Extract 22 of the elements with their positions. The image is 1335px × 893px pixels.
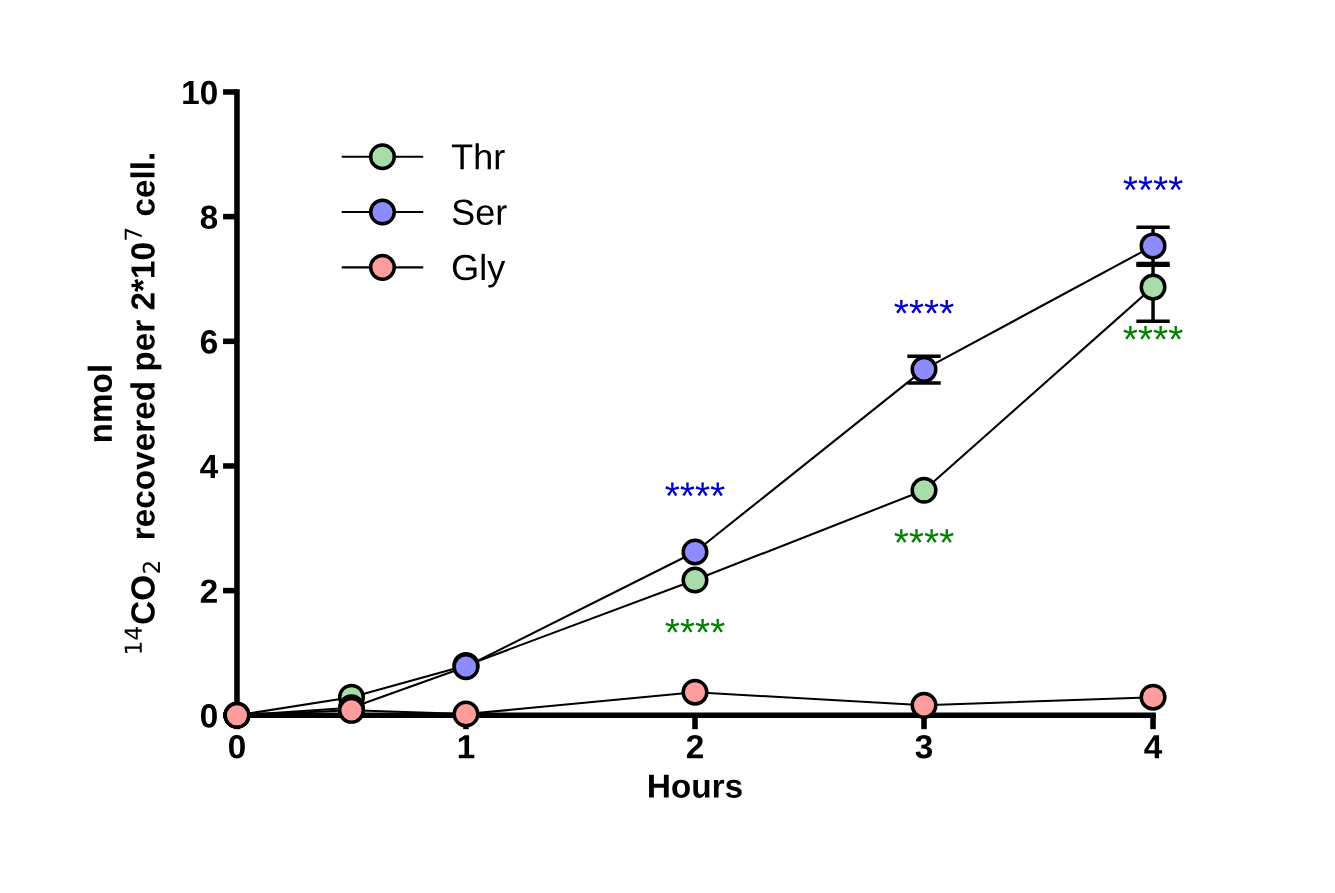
legend-label: Thr — [451, 143, 505, 170]
y-tick-label: 4 — [200, 455, 219, 479]
y-tick-label: 2 — [200, 579, 217, 603]
annotation: **** — [665, 482, 725, 497]
x-tick-label: 3 — [915, 734, 933, 759]
annotation: **** — [894, 529, 954, 543]
y-tick-label: 6 — [200, 330, 218, 354]
annotation: **** — [1123, 325, 1183, 340]
y-tick-label: 10 — [183, 80, 217, 105]
legend-label: Ser — [452, 199, 507, 226]
x-tick-label: 1 — [458, 735, 475, 759]
x-axis-title: Hours — [649, 774, 742, 798]
annotation: **** — [665, 618, 725, 633]
text: nmol $^{14}$CO$_{2}$ recovered per 2*10$^{7}$ cell. — [87, 154, 162, 653]
x-tick-label: 0 — [229, 734, 245, 759]
y-tick-label: 8 — [200, 205, 218, 230]
annotation: **** — [894, 299, 954, 314]
x-tick-label: 2 — [686, 734, 703, 759]
annotation: **** — [1123, 176, 1183, 191]
legend-label: Gly — [452, 253, 506, 288]
x-tick-label: 4 — [1144, 735, 1163, 759]
y-tick-label: 0 — [200, 704, 217, 728]
